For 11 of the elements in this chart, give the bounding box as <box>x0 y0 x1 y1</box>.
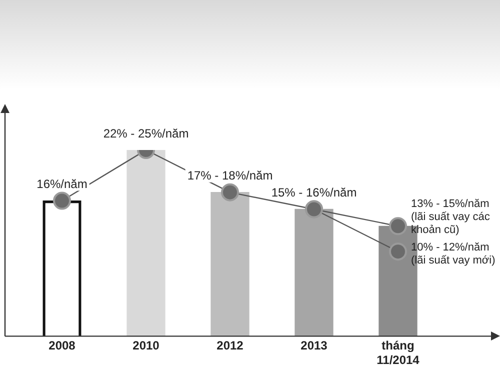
x-tick-label: 2010 <box>132 338 160 353</box>
data-label: 22% - 25%/năm <box>103 126 189 140</box>
data-label: 10% - 12%/năm (lãi suất vay mới) <box>411 242 496 267</box>
x-tick-label: 2012 <box>216 338 244 353</box>
x-tick-label: 2013 <box>300 338 328 353</box>
x-tick-label: 2008 <box>48 338 76 353</box>
data-label: 16%/năm <box>36 177 88 192</box>
data-label: 17% - 18%/năm <box>187 168 273 183</box>
x-tick-label: tháng 11/2014 <box>376 338 420 368</box>
data-label: 13% - 15%/năm (lãi suất vay các khoản cũ) <box>411 198 490 236</box>
data-label: 15% - 16%/năm <box>271 186 357 200</box>
